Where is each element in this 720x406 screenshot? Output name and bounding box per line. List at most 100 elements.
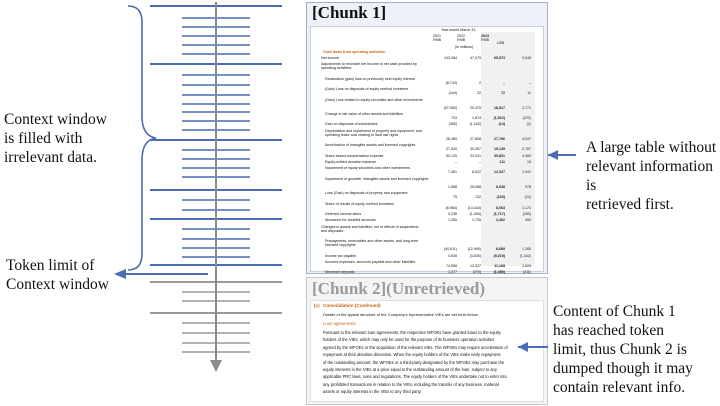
table-cell: (1,717) [493, 212, 505, 216]
current-year-column-shade [481, 32, 535, 266]
table-cell: 20,479 [470, 105, 481, 110]
table-unit: RMB [457, 38, 465, 42]
table-cell: 22 [477, 91, 481, 96]
table-cell: 11 [527, 91, 531, 96]
table-row-label: Net income [321, 56, 340, 60]
table-cell: 8,922 [472, 170, 481, 175]
table-row-label: Prepayments, receivables and other asset… [325, 239, 419, 248]
chunk2-note-arrow [518, 342, 548, 352]
table-row-label: Accrued expenses, accounts payable and o… [325, 260, 416, 264]
chunk2-section-letter: (c) [314, 303, 320, 308]
table-cell: 111 [499, 160, 505, 164]
table-cell: 1,674 [472, 116, 481, 120]
table-row-label: Change in fair value of other assets and… [325, 112, 404, 116]
table-cell: 47,079 [470, 56, 481, 60]
table-section-title: Cash flows from operating activities: [323, 50, 386, 54]
chunk1-title: [Chunk 1] [312, 3, 387, 22]
token-axis-arrowhead [210, 360, 222, 372]
table-cell: 4,489 [522, 153, 531, 158]
table-cell: (1,163) [469, 122, 481, 127]
chunk2-section-title: Consolidation (Continued) [323, 303, 381, 308]
table-row-label: Impairment of goodwill, intangible asset… [325, 176, 429, 181]
table-cell: (40,611) [443, 247, 457, 252]
table-cell: 1,377 [448, 270, 457, 275]
table-row-label: Changes in assets and liabilities, net o… [321, 224, 419, 233]
table-cell: 1,355 [448, 218, 457, 223]
table-cell: – [503, 80, 505, 85]
table-cell: (3,526) [469, 253, 481, 258]
table-cell: 1,941 [522, 170, 531, 175]
table-cell: 27,796 [494, 136, 505, 141]
table-row-label: Impairment of equity securities and othe… [325, 166, 411, 171]
table-cell: 2,771 [522, 105, 531, 110]
table-row-label: Amortization of intangible assets and li… [325, 143, 416, 148]
table-cell: 8,689 [496, 247, 505, 252]
table-cell: (57,050) [443, 105, 457, 110]
table-cell: 12,327 [494, 170, 505, 175]
chunk2-body-line: holders of the VIEs, which may only be u… [323, 337, 495, 343]
token-limit-label: Token limit of Context window [6, 257, 109, 293]
table-cell: (365) [448, 122, 457, 127]
table-cell: 50,120 [446, 153, 457, 158]
table-cell: (250) [522, 212, 531, 216]
table-cell: 30,831 [494, 153, 505, 158]
table-row-label: Gain on disposals of subsidiaries [325, 122, 378, 127]
table-cell: 25,088 [470, 184, 481, 189]
table-row-label: Equity-settled donation expense [325, 160, 377, 164]
table-cell: 1,626 [522, 264, 531, 268]
context-window-brace [127, 5, 157, 271]
table-cell: 1,174 [522, 205, 531, 210]
chunk2-title: [Chunk 2](Unretrieved) [312, 279, 485, 298]
chunk2-body-line: agreed by the WFOEs or the acquisition o… [323, 344, 508, 350]
table-cell: (1,342) [519, 253, 531, 258]
table-cell: 4,928 [448, 253, 457, 258]
table-cell: – [479, 160, 481, 164]
chunk2-note: Content of Chunk 1 has reached token lim… [553, 303, 693, 396]
chunk2-body-line: of the outstanding amount, the WFOEs or … [323, 359, 505, 365]
table-cell: 72 [501, 91, 505, 96]
chunk2-body-line: any prohibited transactions in relation … [323, 381, 499, 387]
chunk2-subheading: Loan agreements [323, 321, 356, 326]
table-units-currency: US$ [497, 41, 504, 45]
table-row-label: Share-based compensation expense [325, 153, 384, 158]
table-cell: (24) [524, 195, 531, 200]
table-cell: (1,004) [469, 212, 481, 216]
chunk1-note: A large table without relevant informati… [586, 139, 717, 213]
table-cell: (163) [496, 195, 505, 200]
table-cell: 1,265 [522, 247, 531, 252]
table-cell: 30,257 [470, 147, 481, 152]
table-cell: 490 [525, 218, 531, 223]
table-row-label: Adjustments to reconcile net income to n… [321, 62, 417, 71]
table-cell: 8,638 [496, 184, 505, 189]
table-cell: (8,734) [445, 80, 457, 85]
chunk2-body-line: Pursuant to the relevant loan agreements… [323, 330, 501, 335]
table-cell: 2,402 [496, 218, 505, 223]
table-units-note: (in millions) [455, 45, 474, 49]
table-cell: (9,219) [493, 253, 505, 258]
table-cell: (6,984) [445, 205, 457, 210]
table-cell: 2,787 [522, 147, 531, 152]
table-cell: 11,168 [494, 264, 505, 268]
table-cell: – [455, 160, 457, 164]
table-row-label: (Gain) Loss on disposals of equity metho… [325, 87, 409, 92]
table-cell: 18,917 [494, 105, 505, 110]
chunk1-note-arrow [548, 150, 576, 160]
table-column-header: 2021 [433, 34, 441, 38]
table-cell: 7,481 [448, 170, 457, 175]
table-cell: (211) [522, 270, 531, 275]
table-cell: (444) [448, 91, 457, 96]
table-column-header: 2023 [481, 34, 489, 38]
table-cell: 26,389 [446, 136, 457, 141]
chunk2-body-line: applicable PRC laws, rules and regulatio… [323, 374, 507, 380]
table-cell: (2) [526, 122, 531, 127]
table-cell: 8,063 [496, 205, 505, 210]
table-row-label: Merchant deposits [325, 270, 355, 275]
table-cell: 13,327 [470, 264, 481, 268]
table-cell: 2 [479, 80, 481, 85]
table-unit: RMB [481, 38, 489, 42]
table-unit: RMB [433, 38, 441, 42]
chunk2-document: (c) Consolidation (Continued) Details of… [310, 300, 544, 402]
table-row-label: Income tax payable [325, 253, 357, 258]
table-cell: 743 [451, 116, 457, 120]
table-cell: 132 [475, 195, 481, 200]
